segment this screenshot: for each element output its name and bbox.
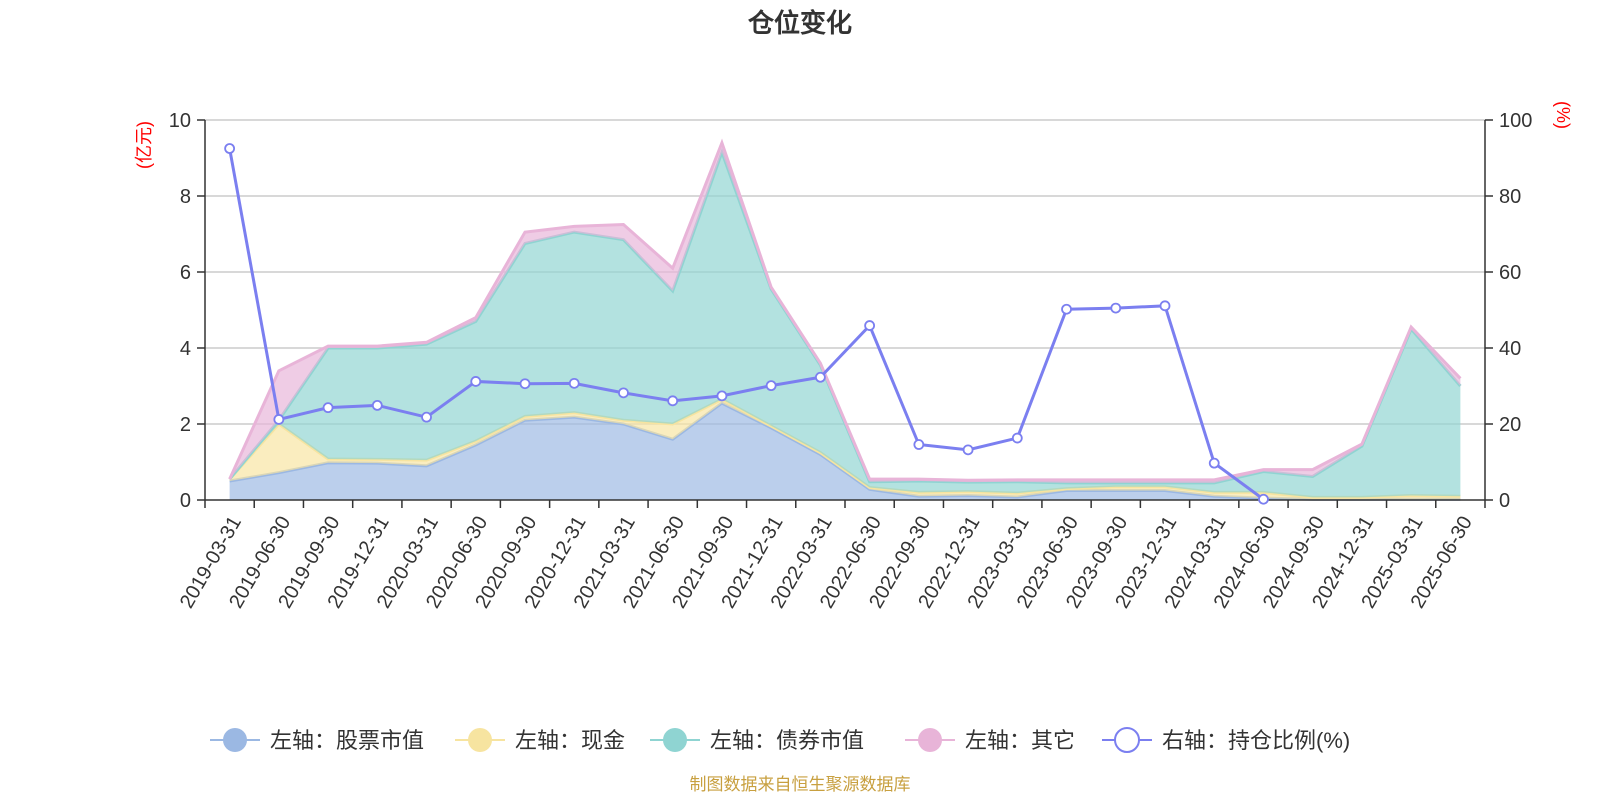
legend-marker <box>918 728 942 752</box>
ratio-line <box>224 143 1269 505</box>
ratio-point <box>1208 457 1220 469</box>
right-tick-label: 100 <box>1499 110 1532 132</box>
legend-marker <box>223 728 247 752</box>
ratio-point <box>814 371 826 383</box>
ratio-point <box>224 143 236 154</box>
legend-item[interactable]: 左轴：现金 <box>455 728 625 753</box>
ratio-point <box>667 395 679 407</box>
legend-item[interactable]: 左轴：债券市值 <box>650 728 864 753</box>
ratio-point <box>864 320 876 331</box>
ratio-point <box>421 411 432 423</box>
legend-marker <box>663 728 687 752</box>
left-tick-label: 0 <box>180 490 191 512</box>
area-左轴：债券市值 <box>229 152 1461 498</box>
ratio-point <box>618 387 629 399</box>
ratio-point <box>322 402 334 414</box>
legend-item[interactable]: 左轴：其它 <box>905 728 1075 753</box>
legend-label: 左轴：股票市值 <box>270 728 424 753</box>
chart-title: 仓位变化 <box>747 8 852 38</box>
left-tick-label: 2 <box>180 414 191 436</box>
data-source-note: 制图数据来自恒生聚源数据库 <box>690 775 911 794</box>
left-axis-unit: (亿元) <box>134 121 154 169</box>
right-tick-label: 20 <box>1499 414 1521 436</box>
ratio-point <box>716 390 728 402</box>
legend-marker <box>1114 727 1140 753</box>
left-tick-label: 10 <box>169 110 191 132</box>
line-右轴：持仓比例(%) <box>228 148 1265 501</box>
stacked-areas <box>228 138 1462 501</box>
right-tick-label: 80 <box>1499 186 1521 208</box>
ratio-point <box>1011 432 1023 444</box>
left-tick-label: 8 <box>180 186 191 208</box>
ratio-point <box>765 380 777 392</box>
legend-item[interactable]: 左轴：股票市值 <box>210 728 424 753</box>
legend-item[interactable]: 右轴：持仓比例(%) <box>1102 727 1350 753</box>
ratio-point <box>273 414 285 425</box>
area-左轴：股票市值 <box>229 403 1461 500</box>
legend-label: 左轴：现金 <box>515 728 625 753</box>
ratio-point <box>913 439 925 450</box>
ratio-point <box>1110 302 1122 314</box>
ratio-point <box>371 399 383 411</box>
left-tick-label: 4 <box>180 338 191 360</box>
ratio-point <box>568 377 580 389</box>
left-tick-label: 6 <box>180 262 191 284</box>
right-axis-unit: (%) <box>1553 101 1573 129</box>
ratio-point <box>519 378 531 390</box>
right-tick-label: 0 <box>1499 490 1510 512</box>
ratio-point <box>470 376 482 387</box>
legend[interactable]: 左轴：股票市值 左轴：现金 左轴：债券市值 左轴：其它 右轴：持仓比例(%) <box>210 727 1350 753</box>
area-edge-左轴：其它 <box>228 138 1462 482</box>
legend-marker <box>468 728 492 752</box>
legend-label: 左轴：其它 <box>965 728 1075 753</box>
legend-label: 右轴：持仓比例(%) <box>1162 728 1350 753</box>
ratio-point <box>1061 303 1072 315</box>
legend-label: 左轴：债券市值 <box>710 728 864 753</box>
right-tick-label: 60 <box>1499 262 1521 284</box>
right-tick-label: 40 <box>1499 338 1521 360</box>
ratio-point <box>1258 493 1269 505</box>
ratio-point <box>1159 300 1171 312</box>
ratio-point <box>962 444 974 456</box>
